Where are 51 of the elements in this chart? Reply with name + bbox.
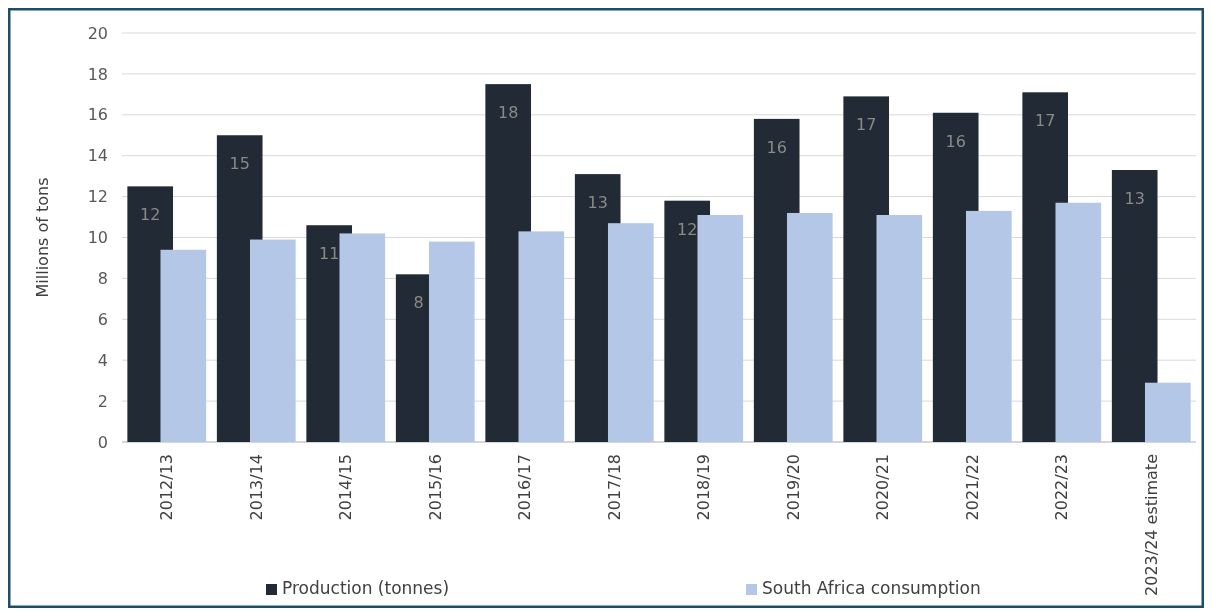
- data-label: 16: [766, 137, 787, 157]
- data-label: 11: [319, 244, 340, 264]
- legend-label: Production (tonnes): [282, 578, 450, 598]
- x-tick-label: 2017/18: [604, 454, 624, 521]
- y-tick-label: 6: [97, 309, 108, 329]
- data-label: 13: [1124, 189, 1145, 209]
- bar: [697, 215, 744, 442]
- data-label: 12: [677, 219, 698, 239]
- data-label: 16: [945, 131, 966, 151]
- y-tick-label: 16: [87, 105, 108, 125]
- data-label: 15: [229, 154, 250, 174]
- y-tick-label: 18: [87, 64, 108, 84]
- bar: [518, 231, 565, 442]
- y-tick-label: 10: [87, 228, 108, 248]
- bar: [786, 212, 833, 442]
- y-tick-label: 12: [87, 187, 108, 207]
- x-tick-label: 2014/15: [336, 454, 356, 521]
- y-tick-label: 8: [97, 269, 108, 288]
- bar: [428, 241, 475, 442]
- x-tick-label: 2019/20: [783, 454, 803, 521]
- x-tick-label: 2018/19: [694, 454, 714, 521]
- y-axis-title: Millions of tons: [33, 177, 52, 298]
- y-tick-label: 20: [87, 23, 108, 43]
- x-tick-label: 2022/23: [1052, 454, 1072, 521]
- data-label: 12: [140, 205, 161, 225]
- data-label: 8: [413, 293, 424, 313]
- x-tick-label: 2021/22: [962, 454, 982, 521]
- bar: [160, 249, 207, 442]
- data-label: 18: [498, 103, 519, 123]
- bar: [876, 215, 923, 442]
- y-tick-label: 4: [97, 350, 108, 370]
- x-tick-label: 2023/24 estimate: [1141, 454, 1161, 596]
- y-tick-label: 2: [97, 391, 108, 411]
- legend-label: South Africa consumption: [762, 578, 981, 598]
- data-label: 13: [587, 193, 608, 213]
- x-tick-label: 2013/14: [246, 454, 266, 521]
- bar: [1111, 170, 1158, 442]
- data-label: 17: [1035, 111, 1056, 131]
- x-tick-label: 2012/13: [157, 454, 177, 521]
- bar: [965, 210, 1012, 442]
- bar: [607, 223, 654, 442]
- y-tick-label: 0: [97, 432, 108, 452]
- bar: [1055, 202, 1102, 442]
- x-tick-label: 2016/17: [515, 454, 535, 521]
- bar: [249, 239, 296, 442]
- x-tick-label: 2020/21: [873, 454, 893, 521]
- bar: [339, 233, 386, 442]
- data-label: 17: [856, 115, 877, 135]
- y-tick-label: 14: [87, 146, 108, 166]
- bar: [1144, 382, 1191, 442]
- x-tick-label: 2015/16: [425, 454, 445, 521]
